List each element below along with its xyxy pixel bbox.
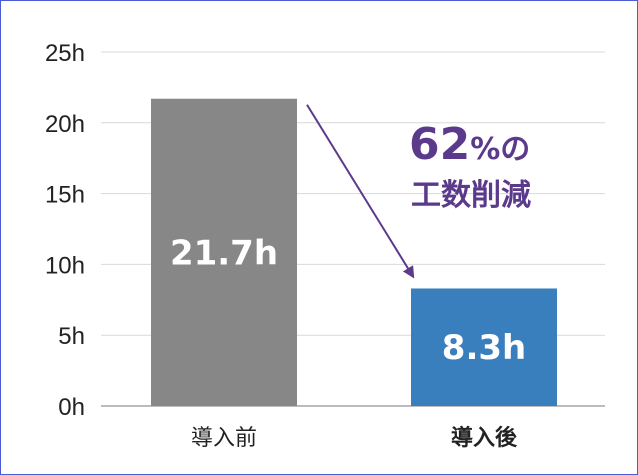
bar <box>411 288 557 406</box>
reduction-annotation: 62%の 工数削減 <box>306 104 531 279</box>
y-tick-label: 15h <box>45 182 85 209</box>
y-axis-ticks: 0h 5h 10h 15h 20h 25h <box>45 40 85 421</box>
category-label: 導入前 <box>191 426 257 451</box>
y-tick-label: 5h <box>58 323 85 350</box>
y-tick-label: 0h <box>58 394 85 421</box>
reduction-percent: 62 <box>409 119 470 170</box>
category-label: 導入後 <box>451 425 518 451</box>
bar <box>151 98 297 406</box>
reduction-text: 工数削減 <box>411 178 531 213</box>
data-labels: 21.7h 8.3h <box>170 233 526 368</box>
bars <box>151 98 557 406</box>
reduction-arrow <box>306 104 415 279</box>
y-tick-label: 20h <box>45 111 85 138</box>
bar-value-label: 8.3h <box>442 328 526 368</box>
y-tick-label: 25h <box>45 40 85 67</box>
y-tick-label: 10h <box>45 252 85 279</box>
reduction-percent-line: 62%の <box>409 119 530 170</box>
bar-value-label: 21.7h <box>170 233 278 273</box>
reduction-percent-suffix: %の <box>470 132 530 167</box>
x-axis-categories: 導入前 導入後 <box>191 425 518 451</box>
